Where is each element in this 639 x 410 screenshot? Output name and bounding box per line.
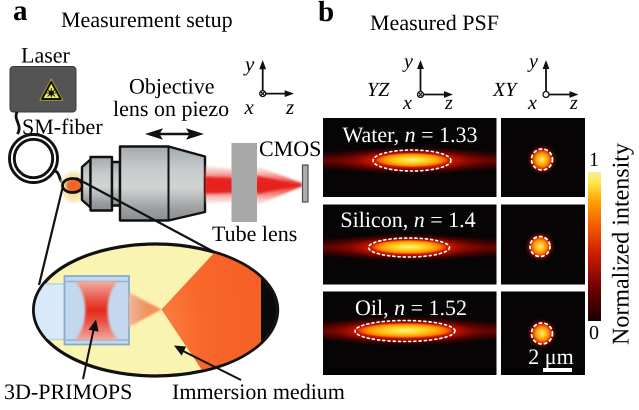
svg-text:lens on piezo: lens on piezo bbox=[113, 96, 229, 121]
svg-text:Normalized intensity: Normalized intensity bbox=[609, 143, 635, 345]
svg-text:Measurement setup: Measurement setup bbox=[61, 7, 233, 32]
svg-text:Tube lens: Tube lens bbox=[212, 221, 297, 246]
svg-text:x: x bbox=[527, 92, 537, 114]
svg-text:XY: XY bbox=[492, 79, 518, 101]
svg-text:y: y bbox=[527, 51, 538, 73]
svg-text:Water, n = 1.33: Water, n = 1.33 bbox=[342, 122, 477, 147]
svg-text:Silicon, n = 1.4: Silicon, n = 1.4 bbox=[340, 207, 475, 232]
svg-text:a: a bbox=[13, 0, 28, 27]
svg-text:z: z bbox=[285, 95, 294, 119]
svg-text:1: 1 bbox=[589, 149, 599, 171]
svg-text:y: y bbox=[402, 51, 413, 73]
svg-text:Oil, n = 1.52: Oil, n = 1.52 bbox=[355, 295, 467, 320]
svg-text:3D-PRIMOPS: 3D-PRIMOPS bbox=[4, 379, 132, 404]
svg-text:z: z bbox=[444, 92, 453, 114]
svg-text:z: z bbox=[569, 92, 578, 114]
svg-text:x: x bbox=[244, 95, 255, 119]
svg-text:Laser: Laser bbox=[21, 43, 71, 68]
svg-text:x: x bbox=[402, 92, 412, 114]
svg-text:0: 0 bbox=[589, 322, 599, 344]
svg-text:Measured PSF: Measured PSF bbox=[370, 10, 499, 35]
svg-text:YZ: YZ bbox=[367, 79, 390, 101]
svg-text:Objective: Objective bbox=[129, 74, 215, 99]
svg-text:b: b bbox=[318, 0, 334, 28]
svg-text:2 μm: 2 μm bbox=[528, 344, 573, 369]
svg-text:CMOS: CMOS bbox=[259, 136, 321, 161]
svg-text:y: y bbox=[243, 52, 255, 76]
svg-text:Immersion medium: Immersion medium bbox=[172, 379, 345, 404]
